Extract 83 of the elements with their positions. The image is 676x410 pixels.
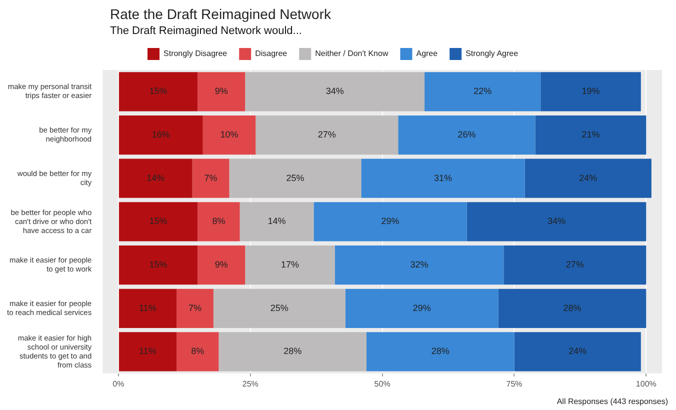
data-label: 7% — [188, 302, 202, 313]
bar — [198, 245, 246, 285]
data-label: 29% — [412, 302, 431, 313]
bar — [361, 158, 525, 198]
data-label: 8% — [212, 216, 226, 226]
x-tick-label: 25% — [242, 379, 258, 388]
bar — [218, 332, 366, 372]
bar — [198, 72, 246, 112]
bar — [535, 115, 646, 155]
data-label: 19% — [582, 86, 600, 96]
bar — [245, 245, 335, 285]
bar — [229, 158, 362, 198]
legend-label: Strongly Agree — [466, 49, 519, 58]
data-label: 15% — [149, 216, 168, 226]
data-label: 8% — [191, 346, 204, 356]
legend-label: Disagree — [255, 49, 288, 58]
data-label: 10% — [220, 130, 238, 140]
bar — [118, 288, 176, 328]
data-label: 11% — [139, 346, 156, 356]
x-tick-label: 100% — [636, 379, 656, 388]
x-tick-label: 50% — [374, 379, 390, 388]
bar — [176, 332, 219, 372]
data-label: 24% — [579, 172, 598, 183]
bar — [498, 288, 646, 328]
data-label: 25% — [270, 302, 288, 313]
data-label: 9% — [214, 86, 228, 96]
data-label: 31% — [434, 172, 452, 183]
data-label: 25% — [286, 172, 304, 183]
bar — [524, 158, 652, 198]
data-label: 15% — [149, 86, 168, 96]
data-label: 28% — [284, 346, 302, 356]
bar — [424, 72, 541, 112]
text: All Responses (443 responses) — [556, 397, 668, 406]
bar — [466, 202, 646, 242]
bar — [504, 245, 646, 285]
legend-label: Neither / Don't Know — [315, 49, 388, 58]
data-label: 34% — [326, 86, 344, 96]
chart-subtitle: The Draft Reimagined Network would... — [110, 25, 302, 37]
bar — [118, 332, 176, 372]
chart-title: Rate the Draft Reimagined Network — [110, 6, 331, 22]
bar — [256, 115, 398, 155]
bar — [118, 72, 198, 112]
data-label: 7% — [204, 172, 218, 183]
data-label: 9% — [214, 260, 228, 270]
bar — [540, 72, 641, 112]
data-label: 14% — [268, 216, 286, 226]
data-label: 21% — [582, 130, 600, 140]
bar — [118, 115, 203, 155]
bar — [314, 202, 467, 242]
data-label: 24% — [568, 346, 587, 356]
bar — [245, 72, 425, 112]
bar — [202, 115, 256, 155]
legend-label: Strongly Disagree — [164, 49, 228, 58]
bar — [345, 288, 498, 328]
data-label: 34% — [547, 216, 566, 226]
bar — [366, 332, 514, 372]
bar — [118, 158, 192, 198]
data-label: 11% — [139, 302, 156, 313]
bar — [118, 202, 198, 242]
data-label: 22% — [474, 86, 492, 96]
data-label: 17% — [280, 260, 299, 270]
legend-label: Agree — [416, 49, 438, 58]
bar — [398, 115, 536, 155]
data-label: 29% — [381, 216, 400, 226]
bar — [213, 288, 346, 328]
bar — [192, 158, 230, 198]
data-label: 16% — [152, 130, 170, 140]
data-label: 15% — [149, 260, 168, 270]
data-label: 28% — [431, 346, 450, 356]
bar — [240, 202, 314, 242]
bar — [118, 245, 198, 285]
data-label: 32% — [410, 260, 428, 270]
data-label: 28% — [563, 302, 582, 313]
bar — [198, 202, 240, 242]
bar — [176, 288, 214, 328]
data-label: 14% — [146, 172, 165, 183]
bar — [334, 245, 504, 285]
data-label: 27% — [566, 260, 584, 270]
x-tick-label: 75% — [506, 379, 522, 388]
bar — [514, 332, 641, 372]
data-label: 27% — [318, 130, 336, 140]
x-tick-label: 0% — [112, 379, 124, 388]
data-label: 26% — [458, 130, 476, 140]
